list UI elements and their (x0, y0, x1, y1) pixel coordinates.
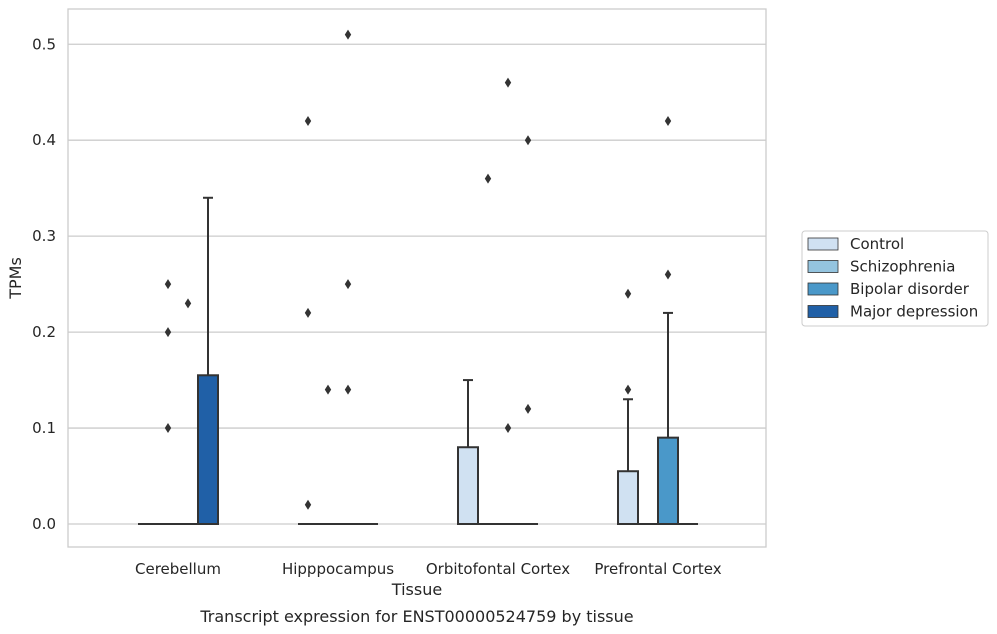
box-body (197, 374, 219, 525)
plot-background (68, 9, 766, 547)
box-marks (138, 29, 698, 526)
chart-caption: Transcript expression for ENST0000052475… (199, 607, 633, 626)
outlier-point (304, 307, 312, 318)
box-body (657, 436, 679, 525)
legend-label: Control (850, 235, 904, 253)
outlier-point (664, 269, 672, 280)
box-prefrontal-cortex-control (617, 288, 639, 526)
box-orbitofontal-cortex-bipolar-disorder (498, 77, 518, 525)
y-tick-label: 0.0 (32, 515, 56, 533)
outlier-point (504, 77, 512, 88)
box-body (457, 446, 479, 525)
y-tick-label: 0.5 (32, 35, 56, 53)
outlier-point (164, 279, 172, 290)
outlier-point (624, 384, 632, 395)
legend-label: Bipolar disorder (850, 280, 970, 298)
outlier-point (524, 403, 532, 414)
y-tick-label: 0.2 (32, 323, 56, 341)
legend-swatch (807, 260, 839, 273)
legend-swatch (807, 305, 839, 318)
y-tick-labels: 0.0 0.1 0.2 0.3 0.4 0.5 (32, 35, 56, 533)
legend-label: Major depression (850, 303, 978, 321)
outlier-point (164, 423, 172, 434)
box-orbitofontal-cortex-major-depression (518, 135, 538, 525)
box-orbitofontal-cortex-schizophrenia (478, 173, 498, 525)
box-cerebellum-major-depression (197, 196, 219, 525)
box-hipppocampus-schizophrenia (318, 384, 338, 525)
y-tick-label: 0.1 (32, 419, 56, 437)
outlier-point (164, 327, 172, 338)
legend: Control Schizophrenia Bipolar disorder Majo… (801, 230, 989, 327)
x-tick-label: Orbitofontal Cortex (426, 560, 570, 578)
plot-frame (67, 8, 767, 548)
outlier-point (664, 116, 672, 127)
y-tick-label: 0.3 (32, 227, 56, 245)
box-hipppocampus-bipolar-disorder (338, 29, 358, 525)
x-tick-label: Prefrontal Cortex (594, 560, 721, 578)
outlier-point (524, 135, 532, 146)
legend-label: Schizophrenia (850, 258, 955, 276)
outlier-point (304, 499, 312, 510)
outlier-point (344, 29, 352, 40)
outlier-point (184, 298, 192, 309)
legend-swatch (807, 282, 839, 296)
outlier-point (624, 288, 632, 299)
outlier-point (344, 384, 352, 395)
box-body (617, 470, 639, 526)
y-axis-label: TPMs (6, 257, 25, 300)
x-tick-label: Cerebellum (135, 560, 221, 578)
outlier-point (344, 279, 352, 290)
y-tick-label: 0.4 (32, 131, 56, 149)
legend-frame (801, 230, 989, 327)
outlier-point (504, 423, 512, 434)
outlier-point (484, 173, 492, 184)
x-tick-labels: Cerebellum Hipppocampus Orbitofontal Corte… (135, 560, 722, 578)
x-axis-label: Tissue (391, 580, 442, 599)
box-hipppocampus-control (298, 116, 318, 525)
box-prefrontal-cortex-bipolar-disorder (657, 116, 679, 525)
box-cerebellum-schizophrenia (158, 279, 178, 525)
outlier-point (324, 384, 332, 395)
box-orbitofontal-cortex-control (457, 379, 479, 525)
box-cerebellum-bipolar-disorder (178, 298, 198, 525)
x-tick-label: Hipppocampus (282, 560, 394, 578)
legend-swatch (807, 237, 839, 251)
outlier-point (304, 116, 312, 127)
